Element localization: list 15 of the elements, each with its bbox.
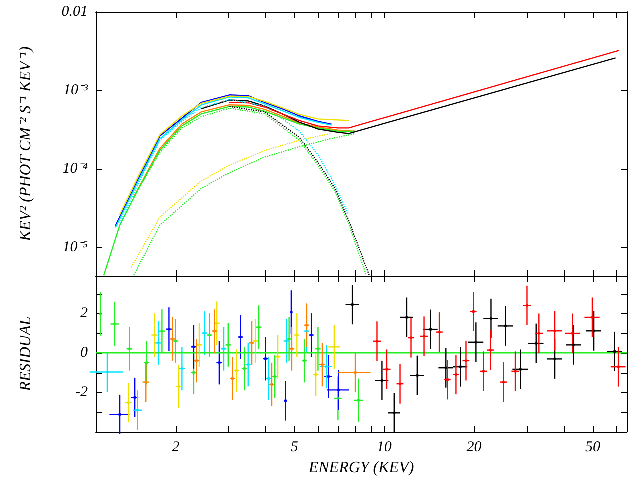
y-tick-label: 10⁻⁴ (62, 160, 88, 177)
x-tick-label: 20 (466, 440, 482, 456)
y-tick-label: -2 (76, 384, 88, 401)
x-axis-title: ENERGY (KEV) (308, 460, 414, 476)
y-axis-title: RESIDUAL (18, 316, 34, 392)
y-tick-label: 0.01 (62, 4, 88, 20)
x-tick-label: 50 (586, 440, 601, 456)
y-axis-title: KEV² (PHOT CM⁻² S⁻¹ KEV⁻¹) (18, 46, 34, 242)
x-tick-label: 10 (376, 440, 392, 456)
x-tick-label: 5 (290, 440, 299, 456)
y-tick-label: 0 (80, 345, 88, 362)
y-tick-label: 2 (80, 306, 88, 322)
x-tick-label: 2 (172, 440, 180, 456)
y-tick-label: 10⁻⁵ (62, 239, 88, 256)
y-tick-label: 10⁻³ (64, 82, 88, 98)
